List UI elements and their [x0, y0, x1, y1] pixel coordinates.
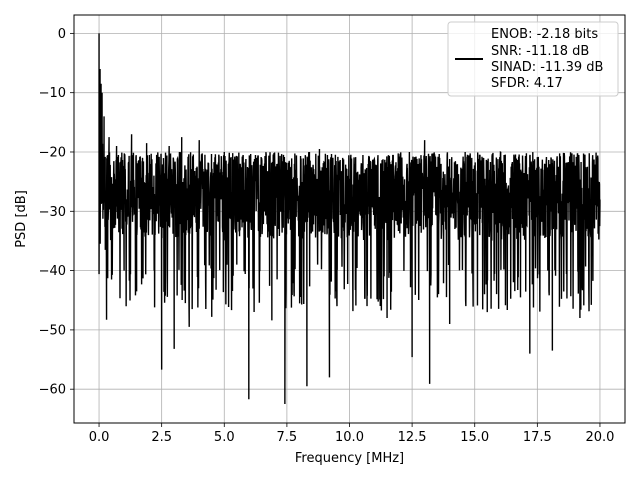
- y-tick-label: −50: [39, 323, 66, 338]
- legend: ENOB: -2.18 bits SNR: -11.18 dB SINAD: -…: [447, 21, 619, 97]
- legend-entry-enob: ENOB: -2.18 bits: [491, 27, 598, 42]
- y-tick-label: −60: [39, 383, 66, 398]
- y-axis-label: PSD [dB]: [14, 190, 29, 248]
- x-tick-label: 17.5: [523, 430, 552, 445]
- x-tick-label: 5.0: [214, 430, 235, 445]
- y-tick-label: 0: [58, 27, 66, 42]
- legend-entry-sinad: SINAD: -11.39 dB: [491, 60, 603, 75]
- y-tick-label: −20: [39, 145, 66, 160]
- legend-box: [447, 21, 619, 97]
- x-tick-label: 12.5: [398, 430, 427, 445]
- y-axis-ticks: 0 −10 −20 −30 −40 −50 −60: [39, 27, 74, 398]
- x-tick-label: 7.5: [277, 430, 298, 445]
- legend-entry-sfdr: SFDR: 4.17: [491, 76, 563, 91]
- x-axis-ticks: 0.0 2.5 5.0 7.5 10.0 12.5 15.0 17.5 20.0: [89, 423, 614, 445]
- x-tick-label: 0.0: [89, 430, 110, 445]
- x-axis-label: Frequency [MHz]: [295, 451, 404, 466]
- y-tick-label: −30: [39, 205, 66, 220]
- x-tick-label: 2.5: [151, 430, 172, 445]
- plot-area: [98, 33, 601, 405]
- psd-series-line: [98, 33, 601, 405]
- x-tick-label: 15.0: [460, 430, 489, 445]
- y-tick-label: −40: [39, 264, 66, 279]
- x-tick-label: 10.0: [335, 430, 364, 445]
- y-tick-label: −10: [39, 86, 66, 101]
- x-tick-label: 20.0: [585, 430, 614, 445]
- legend-entry-snr: SNR: -11.18 dB: [491, 44, 589, 59]
